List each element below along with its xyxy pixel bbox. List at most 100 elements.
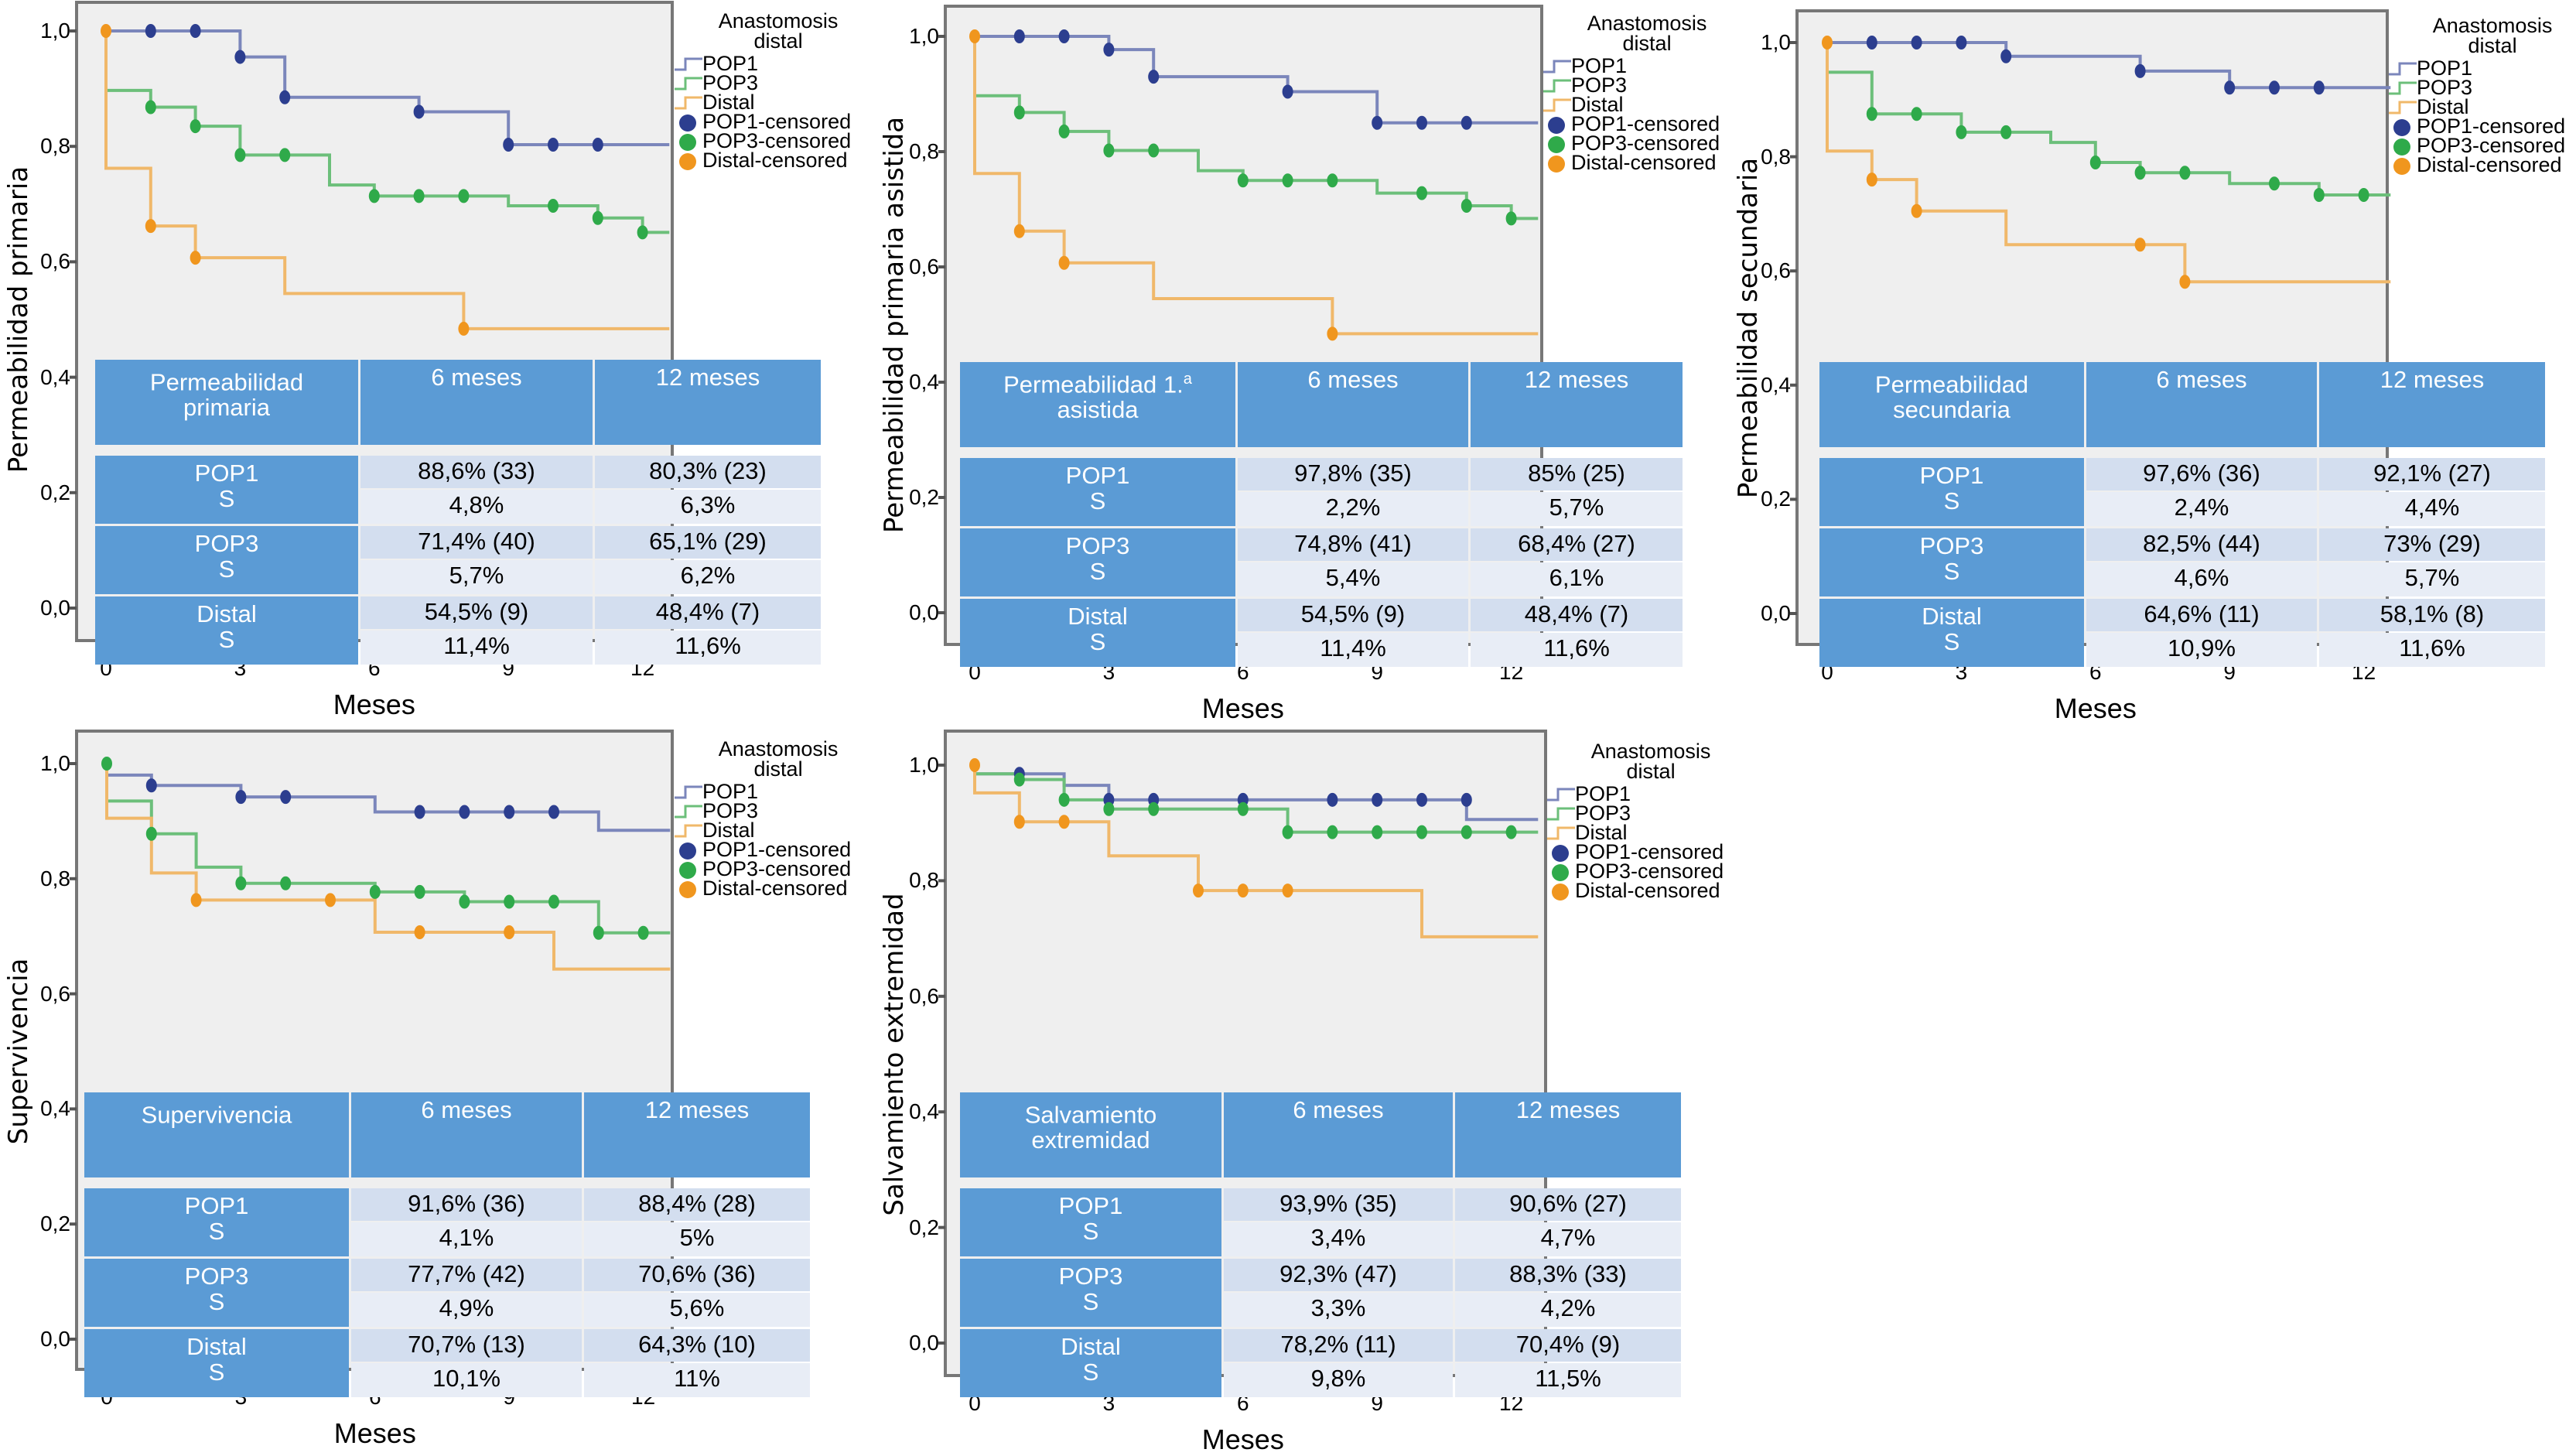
table-cell-se: 2,4% [2086,492,2317,526]
censored-marker-pop3 [1282,173,1293,188]
censored-marker-pop3 [1505,825,1517,839]
censored-marker-distal [458,321,470,336]
y-tick-label: 1,0 [1761,30,1791,54]
table-cell-estimate: 73% (29) [2319,528,2545,561]
table-row-group-label: POP3 S [1819,528,2084,596]
table-cell-estimate: 77,7% (42) [351,1259,582,1291]
censored-dot-icon [1543,116,1571,134]
censored-marker-pop3 [145,100,156,114]
step-line-icon [675,822,702,839]
table-header-col-6m: 6 meses [360,360,593,445]
y-tick-label: 0,8 [40,134,70,159]
censored-marker-pop3 [368,189,380,203]
censored-marker-pop3 [234,148,246,162]
legend-item: POP3-censored [1543,132,1720,155]
legend-item: POP3 [675,801,851,822]
table-header-col-12m: 12 meses [1455,1092,1681,1177]
table-header-measure: Permeabilidad secundaria [1819,362,2084,447]
censored-dot-icon [675,152,702,170]
km-line-distal [973,765,1539,938]
table-row-group-label: Distal S [960,599,1235,667]
legend-item: POP3-censored [1547,861,1724,882]
table-cell-estimate: 93,9% (35) [1224,1188,1453,1221]
km-line-pop3 [1826,43,2391,197]
censored-marker-distal [1193,884,1204,898]
group-name: POP1 [194,460,259,487]
censored-dot-icon [1543,155,1571,173]
legend-label: POP1 [702,780,759,803]
legend-item: Distal-censored [675,150,851,171]
censored-marker-distal [101,24,111,38]
censored-marker-pop1 [503,137,514,152]
censored-marker-pop3 [1461,825,1472,839]
y-tick-label: 0,8 [40,866,70,890]
censored-marker-pop3 [592,210,603,225]
group-name: Distal [1922,603,1982,630]
legend-item: Distal-censored [1543,152,1720,173]
group-name: POP3 [194,530,259,557]
censored-dot-icon [675,861,702,879]
censored-marker-pop1 [190,24,201,38]
legend-label: Distal-censored [1575,879,1720,902]
censored-marker-pop1 [145,778,157,793]
legend: Anastomosis distal POP1 POP3 Distal POP1-cens… [2389,14,2565,176]
legend-label: POP1 [702,52,759,75]
censored-marker-pop3 [1461,199,1472,214]
censored-marker-distal [1013,224,1025,238]
legend-label: Distal [1571,93,1624,116]
legend-label: POP1 [2417,56,2473,80]
censored-marker-distal [969,758,980,772]
legend-title-line1: Anastomosis [2432,14,2553,37]
group-se-label: S [1943,487,1960,514]
table-row-group-label: POP1 S [1819,458,2084,526]
group-name: Distal [1068,603,1128,630]
censored-marker-pop3 [593,925,604,940]
table-cell-se: 5,6% [584,1293,810,1327]
censored-marker-pop1 [235,790,247,805]
legend-title-line1: Anastomosis [718,737,839,760]
y-tick-label: 0,8 [909,139,939,163]
censored-marker-pop1 [548,137,559,152]
censored-marker-distal [1237,884,1249,898]
y-tick-label: 0,2 [1761,487,1791,511]
censored-marker-distal [2134,238,2146,252]
table-cell-estimate: 82,5% (44) [2086,528,2317,561]
censored-marker-pop3 [548,199,559,214]
table-row-group-label: POP1 S [95,456,358,524]
table-cell-se: 10,9% [2086,633,2317,667]
legend-label: POP1-censored [1575,840,1724,863]
table-header-superscript: a [1183,371,1192,388]
km-line-pop3 [104,31,670,234]
table-cell-se: 11% [584,1363,810,1397]
step-line-icon [1547,825,1575,842]
censored-marker-pop3 [637,925,649,940]
legend-label: POP3 [1571,73,1628,97]
group-name: POP3 [1058,1263,1123,1290]
x-axis-label: Meses [1201,692,1284,724]
censored-marker-pop3 [1956,125,1967,139]
censored-marker-pop3 [1911,107,1922,121]
legend-label: POP3-censored [1571,132,1720,155]
step-line-icon [2389,60,2417,77]
table-cell-se: 4,1% [351,1222,582,1256]
y-tick-label: 1,0 [909,24,939,48]
table-header-measure: Salvamiento extremidad [960,1092,1221,1177]
legend-label: Distal [2417,95,2469,118]
legend-item: Distal [675,92,851,113]
censored-marker-pop1 [1416,792,1427,807]
y-tick-label: 0,4 [1761,372,1791,397]
censored-marker-pop3 [459,894,470,909]
table-header-line1: Permeabilidad [1819,367,2084,397]
table-cell-se: 3,3% [1224,1293,1453,1327]
censored-marker-distal [504,925,515,939]
legend-title: Anastomosis distal [1543,13,1720,54]
censored-marker-distal [414,925,425,939]
censored-marker-pop1 [234,50,246,64]
censored-dot-icon [675,842,702,860]
legend-item: Distal [1547,822,1724,843]
table-cell-se: 10,1% [351,1363,582,1397]
censored-marker-pop3 [1866,107,1877,121]
table-cell-estimate: 78,2% (11) [1224,1329,1453,1362]
censored-marker-pop1 [1911,36,1922,50]
table-header-col-12m: 12 meses [2319,362,2545,447]
